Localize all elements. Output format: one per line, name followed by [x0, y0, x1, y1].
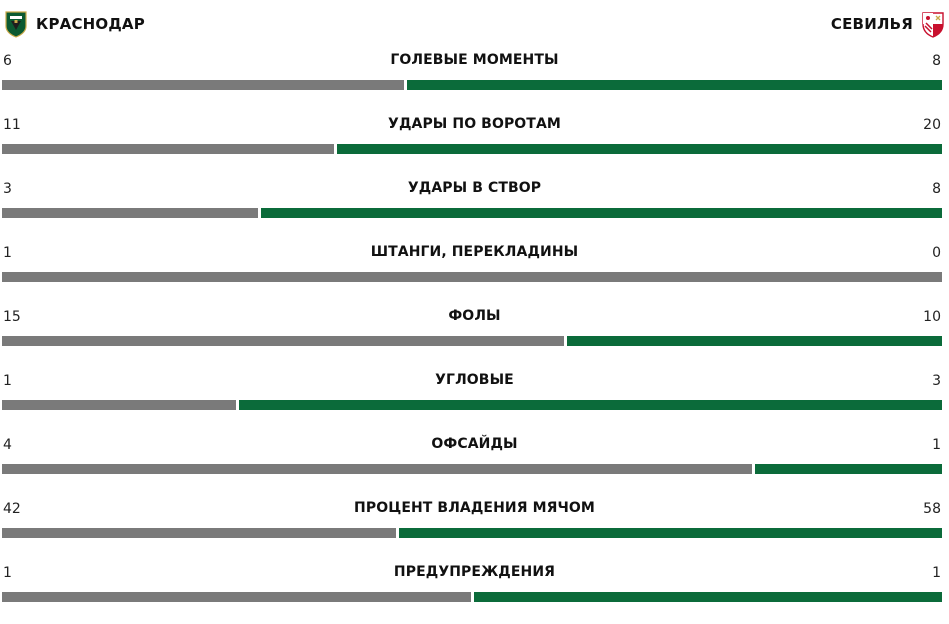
comparison-bar: [2, 400, 942, 410]
away-bar-segment: [399, 528, 942, 538]
away-value: 10: [923, 309, 941, 325]
stat-row: 3 УДАРЫ В СТВОР 8: [0, 176, 949, 240]
stat-label: ОФСАЙДЫ: [431, 436, 518, 452]
comparison-bar: [2, 272, 942, 282]
krasnodar-crest-icon: [5, 11, 27, 38]
stat-label: УДАРЫ В СТВОР: [407, 180, 542, 196]
comparison-bar: [2, 144, 942, 154]
away-bar-segment: [337, 144, 942, 154]
home-team-name: КРАСНОДАР: [36, 15, 145, 33]
away-value: 0: [932, 245, 941, 261]
home-value: 11: [3, 117, 21, 133]
home-value: 1: [3, 565, 12, 581]
stat-label: ПРОЦЕНТ ВЛАДЕНИЯ МЯЧОМ: [354, 500, 595, 516]
away-bar-segment: [407, 80, 942, 90]
stat-label: ГОЛЕВЫЕ МОМЕНТЫ: [390, 52, 559, 68]
stat-row: 11 УДАРЫ ПО ВОРОТАМ 20: [0, 112, 949, 176]
stat-row: 42 ПРОЦЕНТ ВЛАДЕНИЯ МЯЧОМ 58: [0, 496, 949, 560]
away-value: 3: [932, 373, 941, 389]
comparison-bar: [2, 336, 942, 346]
stat-row: 1 ШТАНГИ, ПЕРЕКЛАДИНЫ 0: [0, 240, 949, 304]
home-bar-segment: [2, 464, 752, 474]
away-team-name: СЕВИЛЬЯ: [830, 15, 913, 33]
home-bar-segment: [2, 144, 334, 154]
away-bar-segment: [261, 208, 942, 218]
match-stats-list: 6 ГОЛЕВЫЕ МОМЕНТЫ 8 11 УДАРЫ ПО ВОРОТАМ 20 3 УД…: [0, 48, 949, 624]
away-bar-segment: [755, 464, 942, 474]
home-value: 3: [3, 181, 12, 197]
stat-row: 4 ОФСАЙДЫ 1: [0, 432, 949, 496]
sevilla-crest-icon: [922, 12, 944, 38]
home-bar-segment: [2, 208, 258, 218]
away-team[interactable]: СЕВИЛЬЯ: [831, 10, 945, 38]
home-bar-segment: [2, 80, 404, 90]
stat-label: ФОЛЫ: [448, 308, 501, 324]
stat-row: 1 ПРЕДУПРЕЖДЕНИЯ 1: [0, 560, 949, 624]
home-team[interactable]: КРАСНОДАР: [4, 10, 145, 38]
away-bar-segment: [474, 592, 942, 602]
home-value: 6: [3, 53, 12, 69]
home-bar-segment: [2, 336, 564, 346]
home-bar-segment: [2, 592, 471, 602]
home-value: 1: [3, 373, 12, 389]
home-value: 4: [3, 437, 12, 453]
comparison-bar: [2, 208, 942, 218]
home-value: 15: [3, 309, 21, 325]
home-bar-segment: [2, 400, 236, 410]
away-value: 8: [932, 53, 941, 69]
away-value: 8: [932, 181, 941, 197]
stat-label: ШТАНГИ, ПЕРЕКЛАДИНЫ: [370, 244, 579, 260]
away-value: 20: [923, 117, 941, 133]
home-bar-segment: [2, 528, 396, 538]
comparison-bar: [2, 592, 942, 602]
stat-label: УГЛОВЫЕ: [435, 372, 514, 388]
stat-row: 15 ФОЛЫ 10: [0, 304, 949, 368]
home-bar-segment: [2, 272, 942, 282]
stat-label: ПРЕДУПРЕЖДЕНИЯ: [393, 564, 556, 580]
away-bar-segment: [239, 400, 942, 410]
home-value: 1: [3, 245, 12, 261]
stat-row: 1 УГЛОВЫЕ 3: [0, 368, 949, 432]
comparison-bar: [2, 528, 942, 538]
away-value: 1: [932, 437, 941, 453]
comparison-bar: [2, 464, 942, 474]
home-value: 42: [3, 501, 21, 517]
stat-row: 6 ГОЛЕВЫЕ МОМЕНТЫ 8: [0, 48, 949, 112]
match-header: КРАСНОДАР СЕВИЛЬЯ: [0, 0, 949, 48]
comparison-bar: [2, 80, 942, 90]
away-bar-segment: [567, 336, 942, 346]
away-value: 1: [932, 565, 941, 581]
stat-label: УДАРЫ ПО ВОРОТАМ: [388, 116, 561, 132]
away-value: 58: [923, 501, 941, 517]
